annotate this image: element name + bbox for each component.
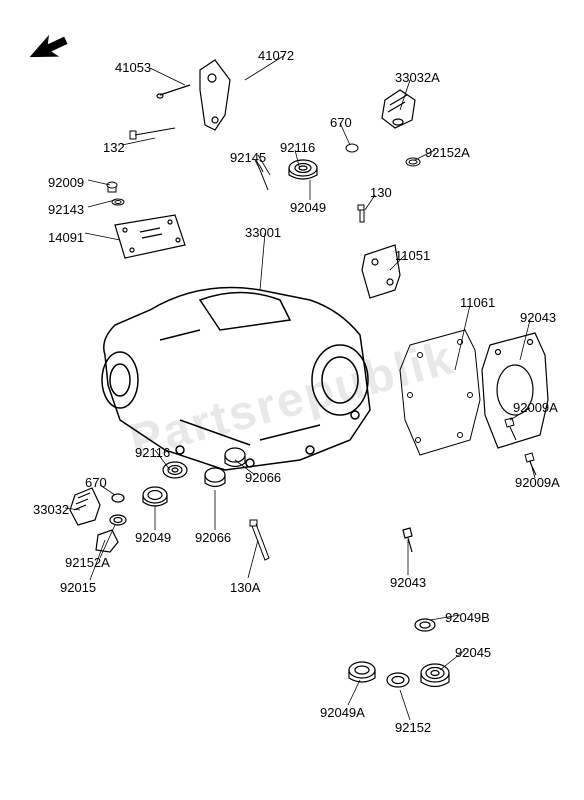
part-label-92009A: 92009A bbox=[513, 400, 558, 415]
part-label-92152: 92152 bbox=[395, 720, 431, 735]
part-label-92043b: 92043 bbox=[390, 575, 426, 590]
part-label-11061: 11061 bbox=[460, 295, 495, 310]
part-label-92152Ab: 92152A bbox=[65, 555, 110, 570]
part-label-92066: 92066 bbox=[245, 470, 281, 485]
part-label-33001: 33001 bbox=[245, 225, 281, 240]
part-label-92049A: 92049A bbox=[320, 705, 365, 720]
part-label-14091: 14091 bbox=[48, 230, 84, 245]
part-label-33032: 33032 bbox=[33, 502, 69, 517]
part-label-92043: 92043 bbox=[520, 310, 556, 325]
part-label-92045: 92045 bbox=[455, 645, 491, 660]
part-label-92009Ab: 92009A bbox=[515, 475, 560, 490]
part-label-11051: 11051 bbox=[395, 248, 430, 263]
part-label-92049B: 92049B bbox=[445, 610, 490, 625]
part-label-130A: 130A bbox=[230, 580, 260, 595]
part-label-92152A: 92152A bbox=[425, 145, 470, 160]
parts-illustration bbox=[0, 0, 584, 800]
diagram-container: Partsrepublik bbox=[0, 0, 584, 800]
part-label-92009: 92009 bbox=[48, 175, 84, 190]
part-label-92116b: 92116 bbox=[135, 445, 170, 460]
part-label-92049b: 92049 bbox=[135, 530, 171, 545]
part-label-41072: 41072 bbox=[258, 48, 294, 63]
part-label-670: 670 bbox=[330, 115, 352, 130]
part-label-92015: 92015 bbox=[60, 580, 96, 595]
part-label-92066b: 92066 bbox=[195, 530, 231, 545]
part-label-41053: 41053 bbox=[115, 60, 151, 75]
part-label-92049: 92049 bbox=[290, 200, 326, 215]
part-label-92116: 92116 bbox=[280, 140, 315, 155]
part-label-33032A: 33032A bbox=[395, 70, 440, 85]
part-label-92143: 92143 bbox=[48, 202, 84, 217]
part-label-130: 130 bbox=[370, 185, 392, 200]
part-label-92145: 92145 bbox=[230, 150, 266, 165]
part-label-670b: 670 bbox=[85, 475, 107, 490]
part-label-132: 132 bbox=[103, 140, 125, 155]
direction-arrow bbox=[20, 30, 70, 70]
